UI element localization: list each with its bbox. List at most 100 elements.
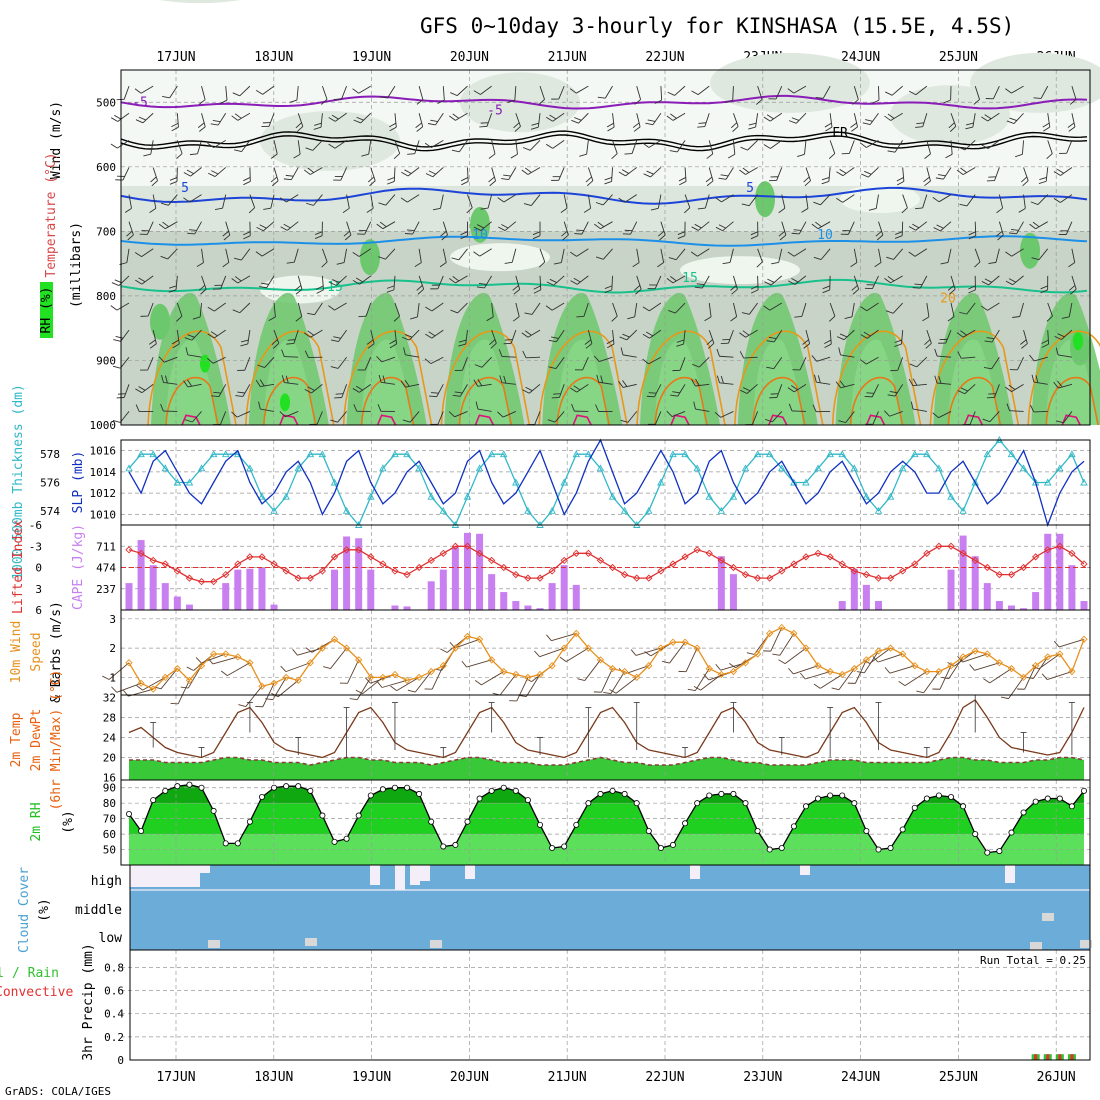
wind10m-speed-line-point — [197, 662, 206, 670]
wind-barb — [690, 248, 710, 257]
cloud-level-tick: high — [91, 874, 122, 889]
wind10m-barb — [662, 641, 686, 664]
wind-barb — [234, 140, 251, 153]
wind-barb — [982, 411, 1000, 423]
wind-barb — [212, 275, 227, 290]
wind-barb — [874, 248, 882, 268]
precip-panel: 0 0.2 0.4 0.6 0.8 Run Total = 0.25 Total / R… — [0, 943, 1091, 1067]
wind-barb — [258, 401, 275, 412]
rh2m-line-point — [488, 787, 495, 794]
wind-barb — [642, 329, 662, 339]
lifted-index-line-point — [983, 563, 991, 572]
temp2m-label-a: 2m Temp — [9, 712, 24, 767]
lifted-index-line-point — [1007, 570, 1016, 579]
isotherm-30 — [376, 414, 397, 426]
rh-cloud-patch — [710, 52, 870, 113]
wind-barb — [824, 330, 832, 349]
wind-barb — [538, 85, 545, 105]
wind-barb — [1033, 85, 1049, 99]
rh2m-line-point — [343, 835, 350, 842]
wind-barb — [416, 275, 425, 295]
rh2m-line-point — [319, 812, 326, 819]
lifted-index-line-point — [197, 578, 206, 586]
rh2m-line-point — [379, 786, 386, 793]
thickness-line-point — [790, 478, 798, 486]
pressure-tick: 600 — [96, 161, 116, 174]
wind-barb — [813, 248, 831, 260]
wind-barb — [718, 167, 734, 180]
wind-barb — [940, 248, 952, 265]
cape-bar — [331, 569, 339, 610]
wind-barb — [986, 167, 1000, 182]
wind-barb — [498, 221, 517, 231]
wind-barb — [571, 112, 589, 124]
rh2m-line-point — [537, 821, 544, 828]
wind-barb — [850, 248, 858, 268]
wind-barb — [548, 329, 565, 343]
temp2m-tick: 24 — [103, 732, 117, 745]
isotherm-label: 10 — [817, 228, 833, 243]
legend-rh: RH (%) — [39, 287, 54, 334]
wind-barb — [769, 384, 783, 399]
wind-barb — [570, 383, 589, 393]
cape-bar — [173, 596, 181, 610]
wind-barb — [860, 329, 879, 339]
rh2m-band-high — [129, 784, 1084, 804]
wind-barb — [666, 410, 686, 417]
lifted-index-line-point — [826, 553, 834, 561]
wind-barb — [214, 194, 227, 211]
wind-barb — [574, 221, 589, 235]
wind-barb — [595, 248, 613, 260]
wind-barb — [668, 248, 686, 261]
isotherm-minus5 — [120, 94, 1088, 110]
wind10m-speed-line — [128, 626, 1085, 690]
thickness-line-point — [221, 450, 230, 458]
wind-barb — [569, 85, 589, 94]
temp2m-tick: 32 — [103, 692, 116, 705]
thickness-line-point — [923, 450, 931, 458]
lifted-index-line-point — [1032, 553, 1040, 561]
wind10m-speed-line-point — [645, 662, 653, 670]
cape-bar — [548, 583, 556, 610]
wind10m-barb — [524, 665, 553, 683]
wind-barb — [473, 248, 492, 257]
wind-barb — [545, 139, 565, 149]
cape-bar — [1007, 605, 1015, 610]
rh2m-line-point — [730, 790, 737, 797]
wind10m-barb — [778, 647, 807, 665]
wind10m-speed-line-point — [548, 662, 556, 670]
wind10m-barb — [449, 638, 480, 649]
wind-barb — [860, 139, 879, 148]
wind-barb — [886, 248, 904, 260]
rh2m-line-point — [1056, 795, 1063, 802]
wind10m-speed-line-point — [947, 662, 955, 670]
wind-barb — [666, 112, 686, 121]
wind-barb — [627, 302, 638, 320]
lifted-index-line-point — [125, 546, 133, 554]
cape-bar — [476, 533, 484, 610]
wind-barb — [333, 167, 348, 181]
wind-barb — [158, 356, 178, 363]
wind-barb — [294, 275, 303, 295]
wind-barb — [248, 194, 256, 214]
wind-barb — [763, 139, 783, 149]
wind-barb — [401, 167, 420, 177]
wind-barb — [425, 167, 444, 178]
wind-barb — [838, 347, 855, 358]
wind-barb — [328, 139, 347, 149]
wind-barb — [400, 379, 420, 388]
wind-barb — [522, 350, 541, 359]
wind10m-barb — [534, 647, 565, 658]
thickness-line-point — [427, 492, 435, 500]
wind10m-tick: 3 — [109, 613, 116, 626]
wind10m-panel: 1 2 3 10m Wind Speed & Barbs (m/s) — [9, 601, 1091, 708]
wind-barb — [1020, 167, 1029, 187]
thickness-line-point — [669, 450, 677, 458]
cloud-level-tick: low — [99, 931, 123, 946]
rh2m-line-point — [174, 783, 181, 790]
cape-bar — [403, 606, 411, 610]
cape-bar — [850, 568, 858, 610]
wind10m-speed-line-point — [463, 632, 472, 641]
wind10m-speed-line-point — [971, 647, 979, 655]
wind-barb — [479, 113, 493, 128]
